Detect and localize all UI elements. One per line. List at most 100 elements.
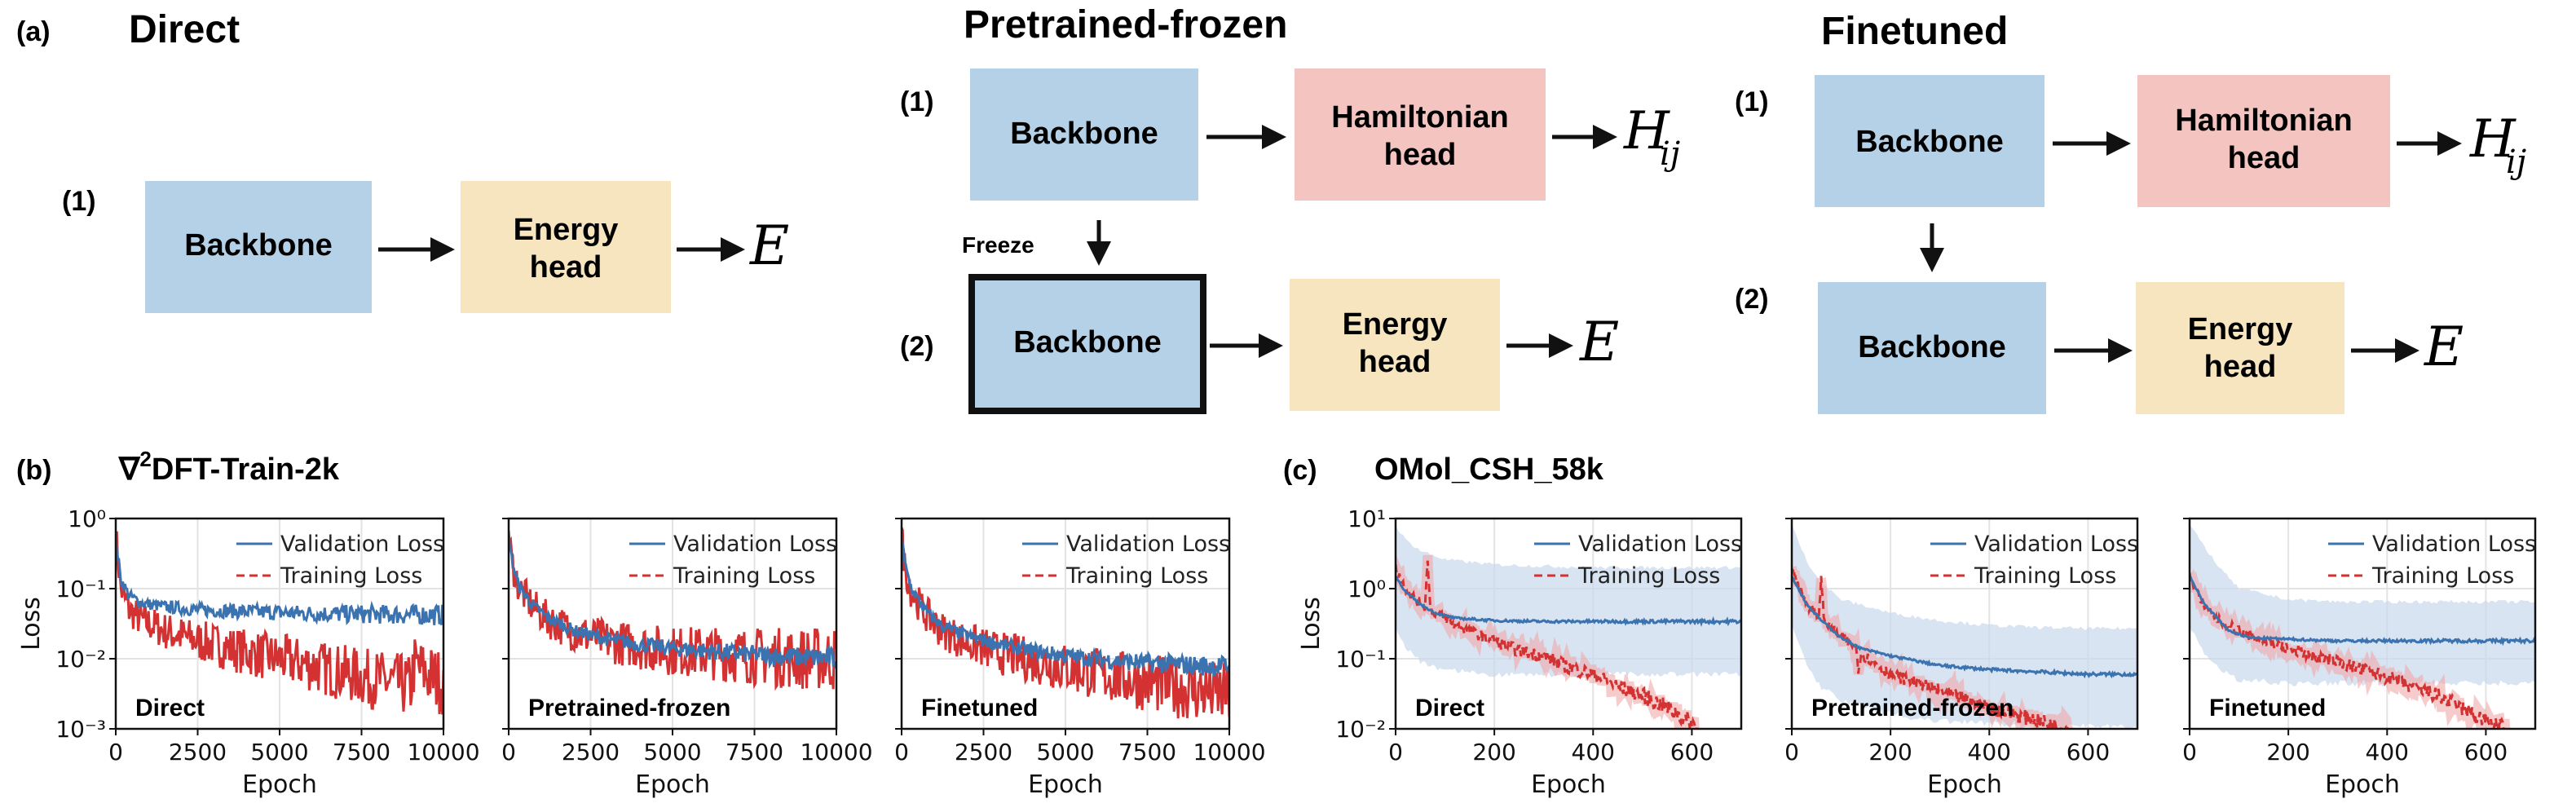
training-loss-line [1396,560,1698,729]
pretrained-output-h-sub: ij [1660,135,1680,173]
legend-validation-label: Validation Loss [280,532,444,557]
chart-title: Direct [1415,695,1484,722]
x-tick-label: 0 [894,739,909,766]
pretrained-hamiltonian-line2: head [1384,138,1457,172]
legend-training-label: Training Loss [1065,563,1208,589]
x-tick-label: 0 [1388,739,1403,766]
training-loss-line [1792,567,2069,729]
legend-validation-label: Validation Loss [2372,532,2536,557]
direct-backbone-label: Backbone [184,228,333,263]
validation-band [1792,524,2137,729]
direct-diagram: Direct (1) Backbone Energy head E [62,8,789,313]
panel-b-dataset-nabla: ∇ [118,452,141,487]
finetuned-backbone-label: Backbone [1855,125,2004,159]
axes-frame [1790,517,2139,730]
y-axis-label: Loss [1297,597,1325,651]
pretrained-hamiltonian-box [1295,68,1546,201]
finetuned-backbone2-box [1818,282,2046,414]
pretrained-hamiltonian-line1: Hamiltonian [1331,100,1508,135]
y-tick-label: 10⁻¹ [1335,646,1386,673]
x-tick-label: 5000 [250,739,308,766]
pretrained-frozen-backbone-label: Backbone [1013,325,1162,360]
legend-training-label: Training Loss [280,563,422,589]
finetuned-energy-head-box [2136,282,2344,414]
chart-title: Direct [135,695,205,722]
x-tick-label: 10000 [800,739,872,766]
chart-title: Pretrained-frozen [528,695,730,722]
direct-energy-head-box [461,181,671,313]
training-loss-band [2190,568,2511,729]
plot-area [1792,524,2137,729]
chart-1: 0 2500 5000 7500 10000 10⁻³ 10⁻² 10⁻¹ 10⁰ Epoch Lo… [17,505,480,799]
y-tick-label: 10⁻² [55,646,106,673]
finetuned-output-e: E [2424,316,2464,378]
validation-loss-line [902,536,1229,677]
legend-validation-label: Validation Loss [1974,532,2138,557]
legend-training-label: Training Loss [1974,563,2116,589]
chart-title: Finetuned [921,695,1038,722]
plot-area [2190,525,2535,729]
x-tick-label: 7500 [333,739,390,766]
axes-frame [2188,517,2537,730]
x-tick-label: 200 [1472,739,1515,766]
finetuned-title: Finetuned [1821,10,2008,53]
x-tick-label: 10000 [1193,739,1265,766]
x-tick-label: 600 [1670,739,1714,766]
x-tick-label: 600 [2067,739,2110,766]
finetuned-step-1: (1) [1735,86,1769,117]
finetuned-step-2: (2) [1735,284,1769,315]
y-tick-label: 10¹ [1348,505,1386,532]
panel-b-label: (b) [16,455,51,486]
y-tick-label: 10⁻³ [55,716,106,743]
pretrained-backbone-box [970,68,1198,201]
validation-loss-line [2190,575,2535,647]
legend-validation-label: Validation Loss [1578,532,1742,557]
direct-output-e: E [749,214,789,277]
y-tick-label: 10⁻² [1335,716,1386,743]
direct-title: Direct [129,8,240,51]
x-axis-label: Epoch [1028,770,1103,799]
x-tick-label: 7500 [726,739,783,766]
chart-2: 0 2500 5000 7500 10000 Epoch Validation Loss Tr… [501,517,873,799]
axes-frame [1394,517,1743,730]
x-tick-label: 2500 [169,739,227,766]
pretrained-energy-head-box [1290,279,1500,411]
legend-validation-label: Validation Loss [1066,532,1230,557]
training-loss-line [116,531,443,715]
legend-training-label: Training Loss [673,563,815,589]
direct-step-1: (1) [62,186,96,217]
plot-area [509,530,836,691]
chart-6: 0 200 400 600 Epoch Validation Loss Training L… [2182,517,2537,799]
plot-area [902,527,1229,719]
chart-title: Pretrained-frozen [1811,695,2014,722]
x-tick-label: 0 [501,739,516,766]
finetuned-output-h-sub: ij [2506,143,2526,181]
chart-3: 0 2500 5000 7500 10000 Epoch Validation Loss Tr… [894,517,1266,799]
panel-a-diagram: (a) Direct (1) Backbone Energy head E Pr… [16,3,2526,414]
finetuned-diagram: Finetuned (1) Backbone Hamiltonian head … [1735,10,2526,414]
panel-c-label: (c) [1283,455,1317,486]
x-axis-label: Epoch [1531,770,1606,799]
pretrained-energy-head-line1: Energy [1343,307,1448,342]
finetuned-backbone-box [1815,75,2044,207]
x-tick-label: 0 [108,739,123,766]
x-axis-label: Epoch [242,770,317,799]
plot-area [116,531,443,715]
direct-energy-head-line1: Energy [514,213,619,247]
x-tick-label: 0 [1784,739,1799,766]
finetuned-hamiltonian-line1: Hamiltonian [2175,104,2352,138]
y-axis-label: Loss [17,597,46,651]
x-tick-label: 200 [1868,739,1912,766]
finetuned-hamiltonian-line2: head [2228,141,2300,175]
validation-loss-line [509,530,836,670]
panel-b-dataset-sup: 2 [139,447,151,471]
panel-b-dataset-name: DFT-Train-2k [152,452,340,487]
legend-training-label: Training Loss [2371,563,2514,589]
x-tick-label: 200 [2266,739,2309,766]
x-tick-label: 7500 [1118,739,1176,766]
finetuned-energy-head-line2: head [2204,350,2277,384]
panel-a-label: (a) [16,16,51,47]
charts-layer: 0 2500 5000 7500 10000 10⁻³ 10⁻² 10⁻¹ 10⁰ Epoch Lo… [17,505,2537,799]
panel-b-dataset: ∇2DFT-Train-2k [118,447,340,487]
